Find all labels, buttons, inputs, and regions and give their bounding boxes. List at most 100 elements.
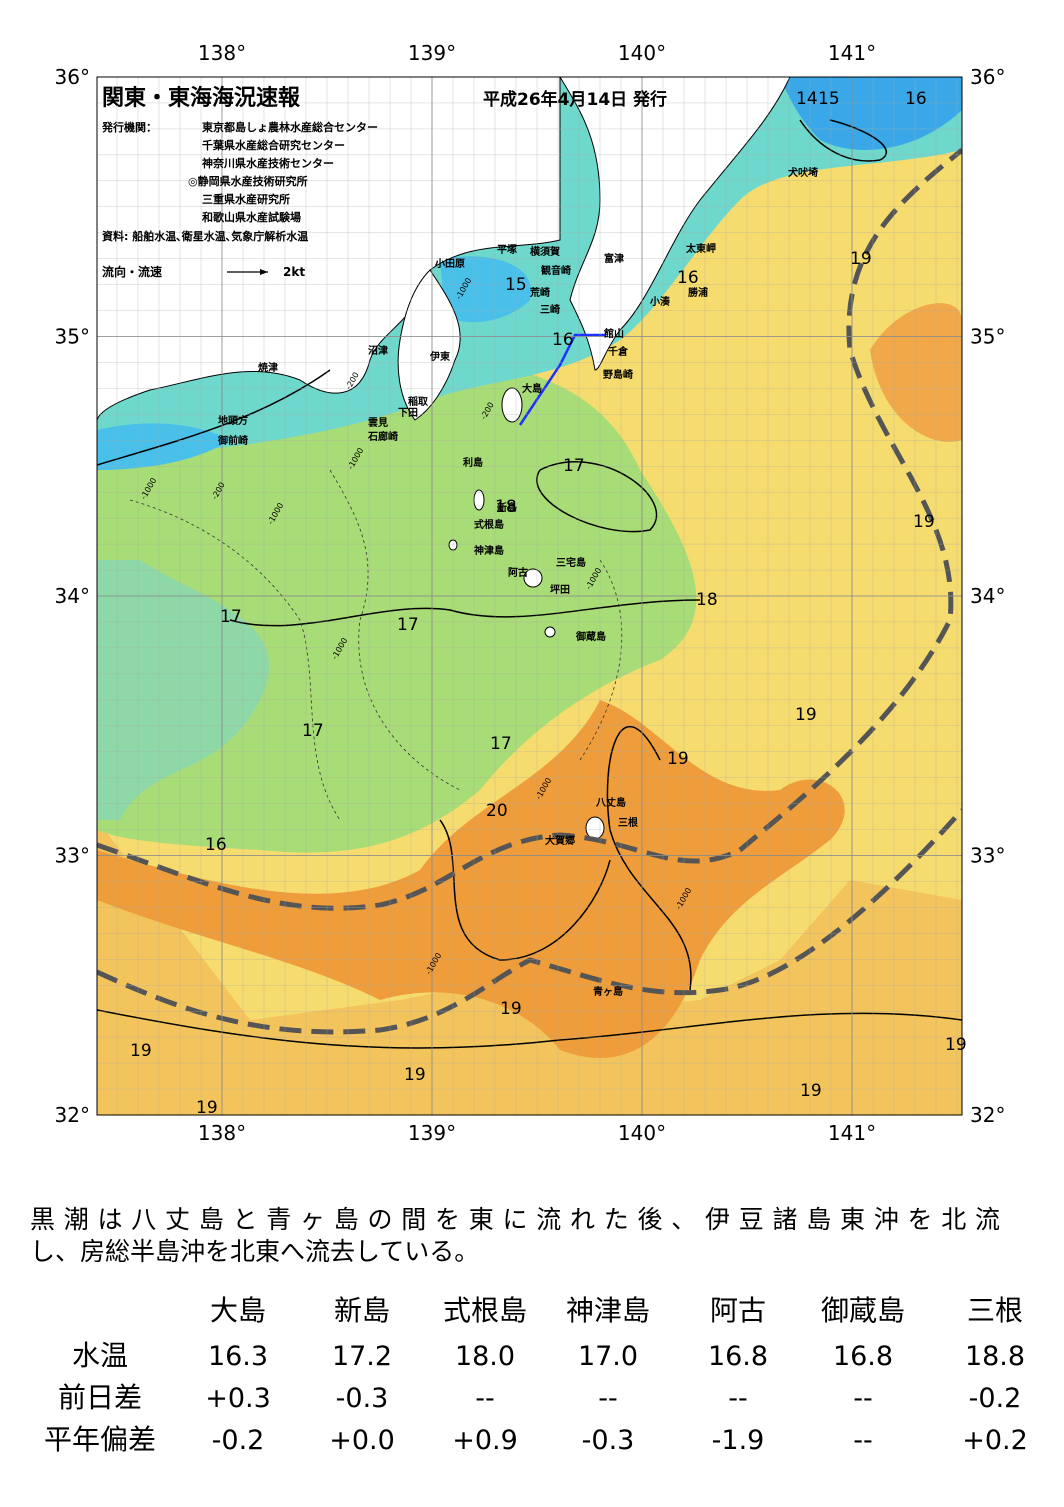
lon-label: 141° xyxy=(828,41,876,65)
isotherm-label: 19 xyxy=(667,749,689,769)
isotherm-label: 17 xyxy=(563,456,585,476)
isotherm-label: 19 xyxy=(130,1041,152,1061)
isotherm-label: 15 xyxy=(818,89,840,109)
grid xyxy=(97,77,962,1115)
table-cell: 16.3 xyxy=(208,1341,268,1372)
place-name: 勝浦 xyxy=(688,286,708,299)
table-cell: -0.3 xyxy=(582,1425,635,1456)
table-cell: -- xyxy=(853,1425,873,1456)
isotherm-label: 19 xyxy=(800,1081,822,1101)
issuer: 東京都島しょ農林水産総合センター xyxy=(202,120,378,134)
place-name: 小田原 xyxy=(434,257,465,270)
table-column-header: 御蔵島 xyxy=(821,1294,905,1327)
place-name: 雲見 xyxy=(368,417,388,429)
isotherm-label: 19 xyxy=(850,249,872,269)
place-name: 館山 xyxy=(603,327,624,340)
isotherm-label: 18 xyxy=(696,590,718,610)
table-row-label: 平年偏差 xyxy=(44,1423,156,1456)
issuer-label: 発行機関： xyxy=(101,120,157,134)
table-cell: 17.2 xyxy=(332,1341,392,1372)
isotherm-label: 17 xyxy=(220,607,242,627)
table-column-header: 三根 xyxy=(967,1294,1023,1327)
place-name: 三根 xyxy=(618,816,638,829)
place-name: 青ヶ島 xyxy=(593,985,623,998)
place-name: 大賀郷 xyxy=(545,834,575,847)
place-name: 観音崎 xyxy=(541,264,571,277)
isotherm-label: 16 xyxy=(205,835,227,855)
lat-label: 35° xyxy=(970,325,1005,349)
table-cell: 16.8 xyxy=(708,1341,768,1372)
isotherm-label: 17 xyxy=(397,615,419,635)
lat-label: 36° xyxy=(970,65,1005,89)
place-name: 野島崎 xyxy=(603,368,633,381)
isotherm-label: 17 xyxy=(490,734,512,754)
place-name: 新島 xyxy=(497,501,517,514)
place-name: 坪田 xyxy=(550,583,570,596)
place-name: 伊東 xyxy=(429,350,450,363)
isotherm-label: 19 xyxy=(404,1065,426,1085)
flow-label: 流向・流速 xyxy=(102,264,162,279)
table-cell: -0.3 xyxy=(336,1383,389,1414)
lat-label: 32° xyxy=(55,1103,90,1127)
isotherm-label: 14 xyxy=(796,89,818,109)
table-cell: +0.9 xyxy=(452,1425,518,1456)
place-name: 式根島 xyxy=(474,518,504,531)
table-cell: +0.3 xyxy=(205,1383,271,1414)
table-cell: -- xyxy=(728,1383,748,1414)
lat-label: 34° xyxy=(55,584,90,608)
table-row-label: 前日差 xyxy=(58,1381,142,1414)
isotherm-label: 19 xyxy=(795,705,817,725)
place-name: 大島 xyxy=(522,382,542,395)
lon-label: 141° xyxy=(828,1121,876,1145)
lon-label: 139° xyxy=(408,41,456,65)
isotherm-label: 16 xyxy=(552,330,574,350)
table-cell: -- xyxy=(853,1383,873,1414)
place-name: 阿古 xyxy=(508,566,528,579)
place-name: 八丈島 xyxy=(595,796,626,809)
place-name: 下田 xyxy=(398,407,418,419)
summary-line: 黒潮は八丈島と青ヶ島の間を東に流れた後、伊豆諸島東沖を北流 xyxy=(30,1205,1000,1234)
table-cell: -0.2 xyxy=(212,1425,265,1456)
lat-label: 35° xyxy=(55,325,90,349)
lon-label: 138° xyxy=(198,1121,246,1145)
table-column-header: 大島 xyxy=(210,1294,266,1327)
isotherm-label: 19 xyxy=(500,999,522,1019)
table-row-label: 水温 xyxy=(72,1339,128,1372)
place-name: 小湊 xyxy=(649,295,671,308)
place-name: 三宅島 xyxy=(556,556,586,569)
lat-label: 34° xyxy=(970,584,1005,608)
place-name: 横須賀 xyxy=(530,245,560,258)
lat-label: 36° xyxy=(55,65,90,89)
lon-label: 139° xyxy=(408,1121,456,1145)
table-cell: 18.0 xyxy=(455,1341,515,1372)
table-column-header: 阿古 xyxy=(710,1294,766,1327)
place-name: 平塚 xyxy=(497,243,517,256)
issuer: 和歌山県水産試験場 xyxy=(202,210,301,224)
table-cell: +0.2 xyxy=(962,1425,1028,1456)
sea-temperature-map xyxy=(97,77,962,1115)
lon-label: 138° xyxy=(198,41,246,65)
place-name: 沼津 xyxy=(368,344,388,357)
lat-label: 33° xyxy=(970,844,1005,868)
place-name: 石廊崎 xyxy=(367,430,398,443)
issuer: 神奈川県水産技術センター xyxy=(202,156,334,170)
issue-date: 平成26年4月14日 発行 xyxy=(483,89,667,110)
issuer: 三重県水産研究所 xyxy=(202,192,290,206)
isotherm-label: 19 xyxy=(945,1035,967,1055)
table-cell: 17.0 xyxy=(578,1341,638,1372)
place-name: 御前崎 xyxy=(217,434,248,447)
issuer: ◎静岡県水産技術研究所 xyxy=(188,174,308,188)
isotherm-label: 15 xyxy=(505,275,527,295)
isotherm-label: 17 xyxy=(302,721,324,741)
isotherm-label: 16 xyxy=(905,89,927,109)
table-column-header: 式根島 xyxy=(443,1294,527,1327)
place-name: 御蔵島 xyxy=(575,630,606,643)
isotherm-label: 16 xyxy=(677,268,699,288)
table-cell: +0.0 xyxy=(329,1425,395,1456)
table-cell: -0.2 xyxy=(969,1383,1022,1414)
isotherm-label: 20 xyxy=(486,801,508,821)
place-name: 利島 xyxy=(463,456,483,469)
table-column-header: 新島 xyxy=(334,1294,390,1327)
place-name: 千倉 xyxy=(608,345,629,358)
